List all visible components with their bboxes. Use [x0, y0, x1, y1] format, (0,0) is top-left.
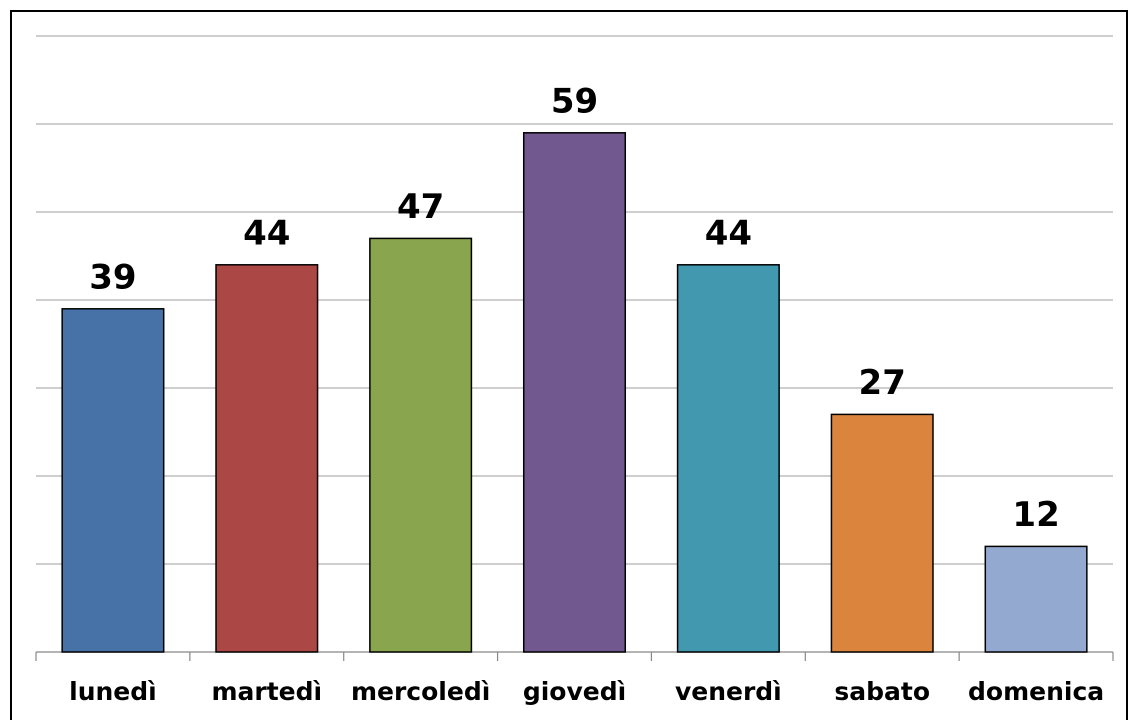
bar	[369, 237, 473, 653]
value-label: 12	[1012, 495, 1059, 535]
x-tick-label: lunedì	[69, 677, 157, 706]
value-label: 44	[243, 213, 290, 253]
x-tick-label: sabato	[834, 677, 930, 706]
value-label: 59	[551, 81, 598, 121]
bar	[676, 264, 780, 653]
bar	[215, 264, 319, 653]
bar	[522, 132, 627, 653]
value-label: 39	[89, 257, 136, 297]
x-tick-label: domenica	[968, 677, 1104, 706]
bar	[984, 545, 1088, 653]
bar	[830, 413, 934, 653]
chart-frame	[10, 10, 1128, 720]
x-tick-label: mercoledì	[351, 677, 490, 706]
bar	[61, 308, 165, 653]
value-label: 47	[397, 187, 444, 227]
x-tick-label: martedì	[211, 677, 322, 706]
value-label: 27	[859, 363, 906, 403]
value-label: 44	[705, 213, 752, 253]
x-tick-label: venerdì	[675, 677, 782, 706]
x-tick-label: giovedì	[523, 677, 626, 706]
